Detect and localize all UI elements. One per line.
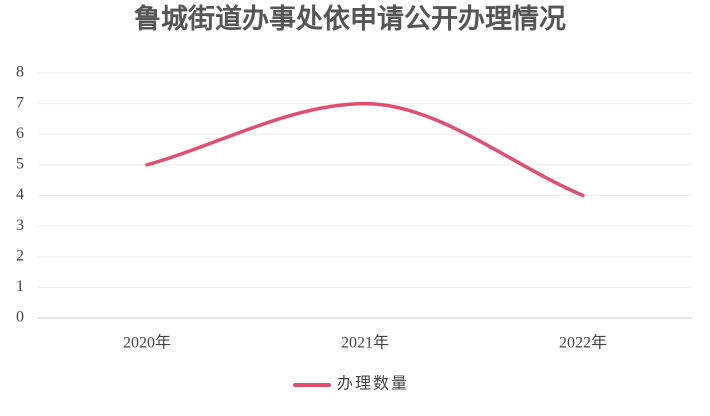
y-tick-label: 4 (16, 186, 24, 203)
x-tick-label: 2020年 (123, 334, 171, 352)
legend-label: 办理数量 (337, 375, 409, 393)
y-tick-label: 3 (16, 217, 24, 234)
y-tick-label: 8 (16, 64, 24, 81)
chart-title: 鲁城街道办事处依申请公开办理情况 (134, 3, 566, 34)
y-tick-label: 2 (16, 247, 24, 264)
y-tick-label: 7 (16, 94, 24, 111)
x-tick-label: 2022年 (559, 334, 607, 352)
y-tick-label: 6 (16, 125, 24, 142)
y-tick-label: 5 (16, 156, 24, 173)
x-tick-label: 2021年 (341, 334, 389, 352)
y-tick-label: 0 (16, 309, 24, 326)
y-tick-label: 1 (16, 278, 24, 295)
line (145, 101, 585, 198)
